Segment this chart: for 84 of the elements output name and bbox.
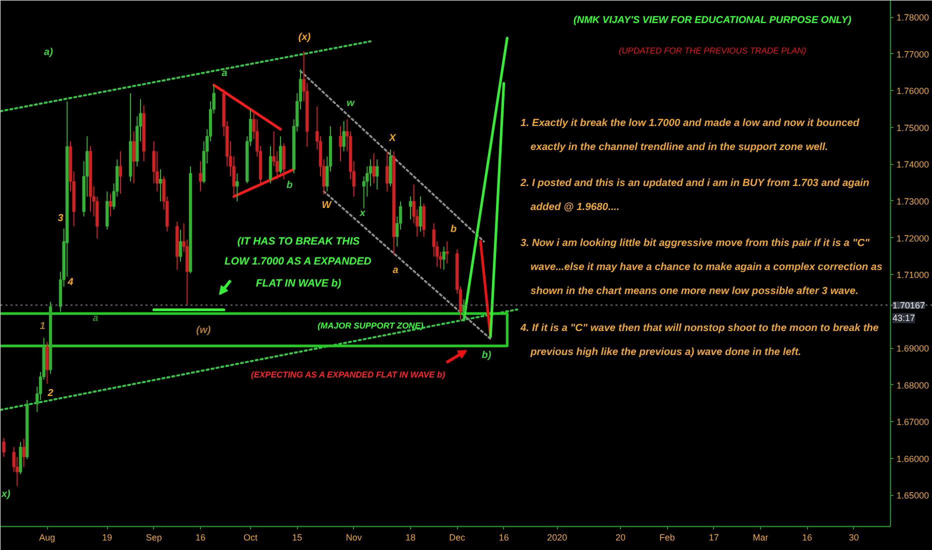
candlestick (376, 158, 379, 190)
x-tick-label: 17 (708, 532, 719, 542)
annotation: X (388, 133, 398, 144)
candlestick (386, 150, 389, 192)
y-tick-label: 1.69000 (896, 344, 930, 354)
annotation: a (392, 265, 399, 276)
x-tick-label: Aug (39, 532, 56, 542)
annotation: 3 (58, 213, 64, 224)
annotation: b (450, 224, 457, 235)
text: 4. If it is a "C" wave then that will nonstop shoot to the moon to break the previous high like the previous a) wave done in the left. (520, 323, 879, 358)
annotation: b (286, 180, 293, 191)
annotation: (EXPECTING AS A EXPANDED FLAT IN WAVE b) (250, 370, 446, 380)
annotation: 4 (66, 277, 74, 288)
candlestick (342, 120, 346, 152)
y-tick-label: 1.75000 (896, 122, 930, 133)
candlestick (198, 160, 202, 192)
y-tick-label: 1.72000 (896, 233, 930, 244)
text: 2. I posted and this is an updated and i am in BUY from 1.703 and again added @ 1.9680.... (520, 178, 870, 213)
x-tick-label: 20 (615, 532, 626, 542)
text: 3. Now i am looking little bit aggressive move from this pair if it is a "C" wave...else it may have a chance to make again a complex correction as shown in the chart means one more new low possible after 3 wave. (520, 238, 882, 297)
candlestick (132, 130, 136, 184)
x-tick-label: 16 (498, 532, 509, 542)
annotation: (w) (196, 325, 212, 336)
y-tick-label: 1.67000 (896, 417, 930, 428)
annotation: a) (44, 47, 54, 58)
text: 43:17 (892, 313, 916, 324)
x-tick-label: 16 (802, 532, 812, 542)
annotation: a (92, 313, 99, 324)
annotation: LOW 1.7000 AS A EXPANDED (224, 256, 372, 268)
x-tick-label: 15 (292, 532, 302, 542)
candlestick (422, 203, 426, 238)
candlestick (446, 240, 449, 264)
x-tick-label: 19 (102, 532, 112, 542)
text: (UPDATED FOR THE PREVIOUS TRADE PLAN) (618, 46, 806, 56)
candlestick (2, 437, 6, 458)
y-tick-label: 1.74000 (896, 160, 930, 170)
text: 1. Exactly it break the low 1.7000 and made a low and now it bounced exactly in the channel trendline and in the support zone well. (520, 118, 860, 153)
candlestick (338, 126, 342, 162)
y-tick-label: 1.65000 (896, 490, 930, 501)
candlestick (442, 246, 446, 270)
x-tick-label: Mar (752, 532, 768, 542)
annotation: FLAT IN WAVE b) (256, 278, 342, 290)
y-tick-label: 1.77000 (896, 49, 930, 60)
x-tick-label: Nov (346, 532, 362, 542)
candlestick (178, 229, 182, 262)
annotation: W (322, 200, 333, 211)
y-tick-label: 1.76000 (896, 86, 930, 96)
candlestick (372, 153, 376, 184)
candlestick (22, 438, 26, 468)
text: (NMK VIJAY'S VIEW FOR EDUCATIONAL PURPOSE ONLY) (574, 15, 852, 26)
annotation: (MAJOR SUPPORT ZONE) (318, 320, 424, 330)
annotation: x (358, 208, 366, 219)
annotation: (x) (298, 32, 312, 43)
y-tick-label: 1.71000 (896, 270, 930, 280)
x-tick-label: Sep (146, 532, 162, 542)
candlestick (462, 299, 466, 322)
candlestick (268, 146, 272, 184)
annotation: 2 (46, 388, 54, 399)
y-tick-label: 1.78000 (896, 12, 930, 23)
annotation: 1 (40, 321, 46, 332)
x-tick-label: Feb (659, 532, 675, 542)
candlestick (118, 150, 122, 194)
x-tick-label: 18 (405, 532, 416, 542)
candlestick (408, 196, 412, 220)
candlestick (236, 172, 239, 202)
y-tick-label: 1.73000 (896, 196, 930, 206)
x-tick-label: 30 (848, 532, 859, 542)
x-tick-label: 2020 (547, 532, 568, 542)
candlestick (418, 196, 422, 232)
x-tick-label: 16 (195, 532, 206, 542)
candlestick (282, 142, 286, 180)
annotation: x) (0, 489, 12, 500)
annotation: (IT HAS TO BREAK THIS (237, 236, 360, 248)
annotation: w (346, 98, 356, 109)
annotation: b) (482, 350, 492, 361)
x-tick-label: Dec (449, 532, 466, 542)
y-tick-label: 1.66000 (896, 454, 930, 464)
y-tick-label: 1.68000 (896, 380, 930, 390)
candlestick (158, 168, 162, 202)
x-tick-label: Oct (244, 532, 258, 542)
candlestick (46, 341, 49, 384)
candlestick (108, 193, 112, 217)
ref-line-label: 1.70167 (892, 300, 926, 311)
annotation: a (222, 68, 228, 79)
